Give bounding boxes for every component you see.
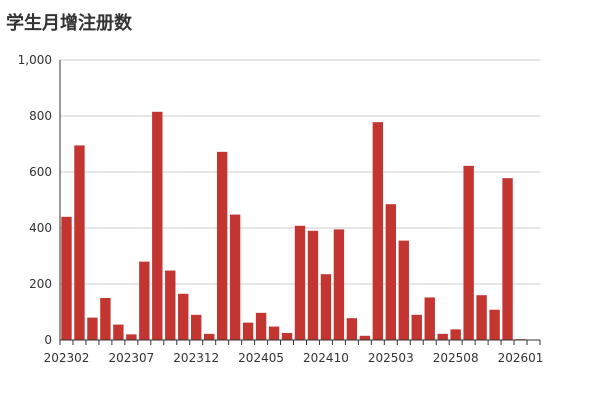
bar [100,298,111,340]
bar [61,216,72,340]
y-tick-label: 400 [29,221,52,235]
bar [333,229,345,340]
bar [437,333,448,340]
bar [165,270,176,340]
bar [281,333,293,340]
bar [359,335,371,340]
bar [178,293,189,340]
bar [87,317,98,340]
bar [307,230,319,340]
bar [229,214,241,340]
bar [74,145,85,340]
bar [476,295,487,340]
bar [139,261,150,340]
bar [502,178,513,340]
bar [191,314,202,340]
bar [489,309,500,340]
bar [450,329,461,340]
x-tick-label: 202302 [44,351,90,365]
bar [372,122,384,340]
y-tick-label: 200 [29,277,52,291]
y-tick-label: 0 [44,333,52,347]
bar [320,274,332,340]
y-tick-label: 600 [29,165,52,179]
x-tick-label: 202601 [498,351,544,365]
bar [126,334,137,340]
bar [242,322,254,340]
y-tick-label: 1,000 [18,53,52,67]
bar [398,240,409,340]
bar [385,204,396,340]
y-tick-label: 800 [29,109,52,123]
bar [268,326,280,340]
chart-title: 学生月增注册数 [6,13,132,34]
x-tick-label: 202312 [173,351,219,365]
bar [204,333,215,340]
bar [216,151,228,340]
bar [463,165,474,340]
bar [152,111,163,340]
x-tick-label: 202410 [303,351,349,365]
x-tick-label: 202307 [108,351,154,365]
bar [411,314,422,340]
bar [113,324,124,340]
x-tick-label: 202503 [368,351,414,365]
bar [346,318,358,340]
bar [424,297,435,340]
x-tick-label: 202508 [433,351,479,365]
bar [294,225,306,340]
bar [255,312,267,340]
x-tick-label: 202405 [238,351,284,365]
